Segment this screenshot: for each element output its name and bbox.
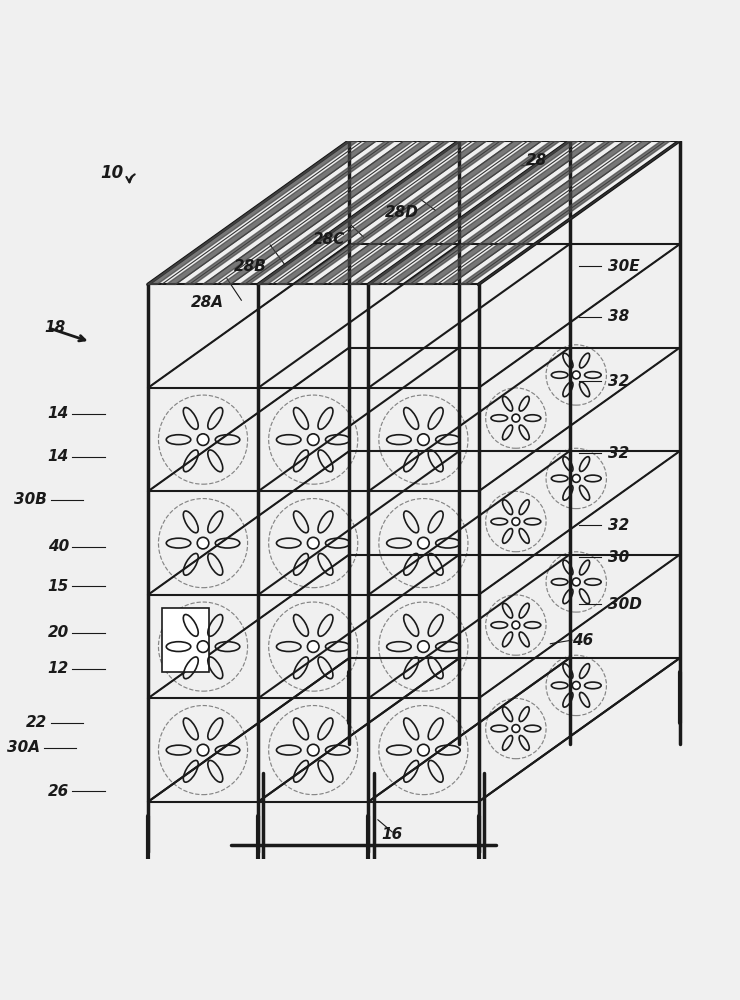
Circle shape (307, 537, 319, 549)
Polygon shape (221, 141, 432, 284)
Circle shape (512, 414, 519, 422)
Polygon shape (295, 141, 505, 284)
Circle shape (512, 621, 519, 629)
Text: 38: 38 (608, 309, 629, 324)
Polygon shape (240, 141, 450, 284)
Polygon shape (166, 141, 377, 284)
Polygon shape (203, 141, 414, 284)
Polygon shape (423, 141, 634, 284)
Circle shape (512, 725, 519, 732)
Polygon shape (460, 141, 670, 284)
Polygon shape (405, 141, 616, 284)
Circle shape (572, 578, 580, 586)
Text: 10: 10 (101, 164, 124, 182)
Circle shape (572, 681, 580, 689)
Text: 28: 28 (525, 153, 547, 168)
Text: 14: 14 (47, 449, 69, 464)
Circle shape (198, 641, 209, 652)
Text: 20: 20 (47, 625, 69, 640)
Text: 28C: 28C (313, 232, 346, 247)
Text: 32: 32 (608, 374, 629, 389)
Text: 22: 22 (26, 715, 47, 730)
Text: 30E: 30E (608, 259, 639, 274)
Text: 28A: 28A (191, 295, 224, 310)
Text: 16: 16 (382, 827, 403, 842)
Polygon shape (148, 141, 358, 284)
Polygon shape (313, 141, 524, 284)
Polygon shape (369, 141, 579, 284)
Text: 15: 15 (47, 579, 69, 594)
Polygon shape (185, 141, 395, 284)
Circle shape (307, 744, 319, 756)
Text: 14: 14 (47, 406, 69, 421)
Polygon shape (258, 141, 468, 284)
Text: 30: 30 (608, 550, 629, 565)
Circle shape (198, 434, 209, 445)
Text: 18: 18 (44, 320, 65, 335)
Circle shape (417, 744, 429, 756)
Polygon shape (277, 141, 487, 284)
Text: 28D: 28D (385, 205, 419, 220)
Polygon shape (387, 141, 597, 284)
Text: 32: 32 (608, 446, 629, 461)
Text: 32: 32 (608, 518, 629, 533)
Circle shape (572, 371, 580, 379)
Polygon shape (442, 141, 652, 284)
Circle shape (198, 744, 209, 756)
Circle shape (417, 434, 429, 445)
Polygon shape (350, 141, 560, 284)
Circle shape (307, 434, 319, 445)
Text: 40: 40 (47, 539, 69, 554)
Polygon shape (332, 141, 542, 284)
Circle shape (307, 641, 319, 652)
Text: 30D: 30D (608, 597, 642, 612)
Text: 28B: 28B (234, 259, 267, 274)
Text: 46: 46 (572, 633, 593, 648)
Circle shape (572, 475, 580, 482)
Circle shape (417, 537, 429, 549)
Text: 30A: 30A (7, 740, 40, 755)
Text: 30B: 30B (15, 492, 47, 508)
Text: 26: 26 (47, 784, 69, 799)
Bar (162, 608, 209, 672)
Circle shape (512, 518, 519, 525)
Text: 12: 12 (47, 661, 69, 676)
Circle shape (198, 537, 209, 549)
Circle shape (417, 641, 429, 652)
